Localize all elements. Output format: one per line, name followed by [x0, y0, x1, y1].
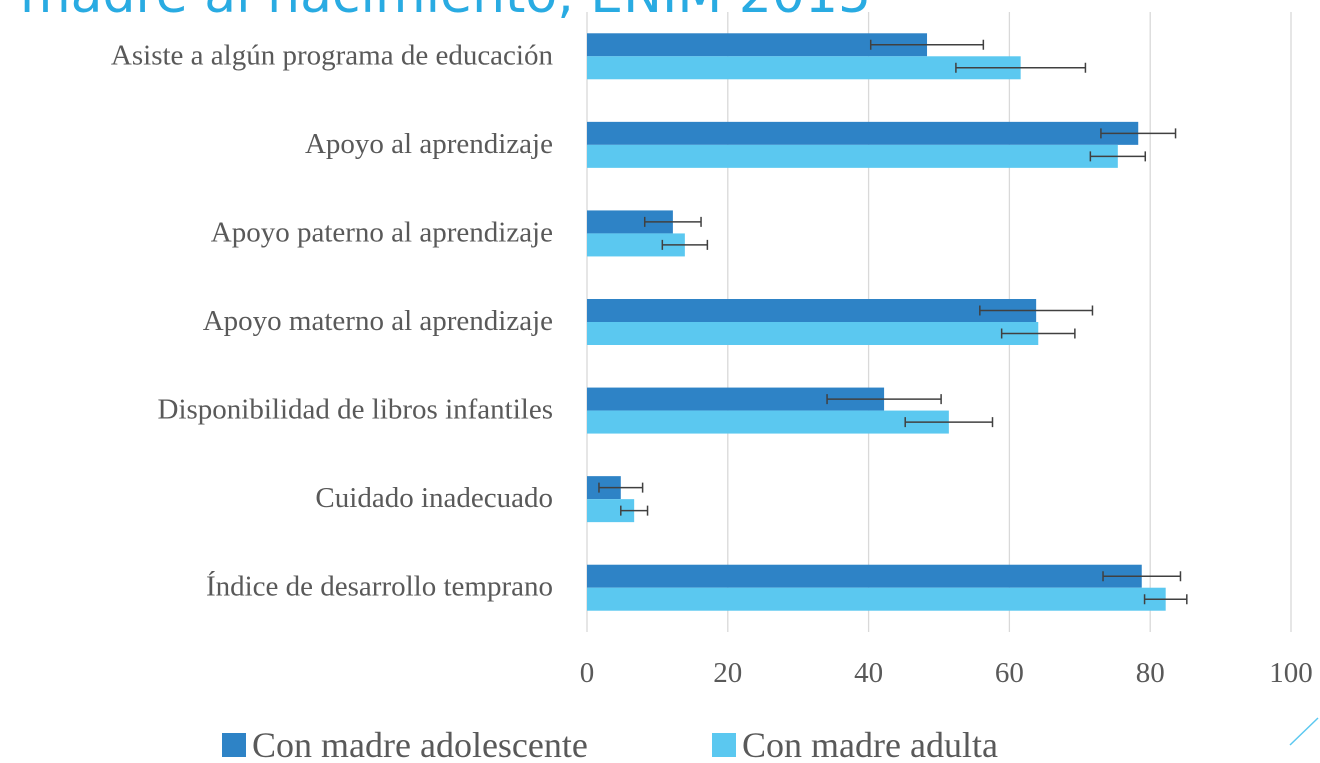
error-bar: [955, 62, 1087, 73]
bar: [587, 587, 1166, 611]
y-tick-label: Asiste a algún programa de educación: [111, 39, 554, 71]
x-tick-label: 40: [854, 657, 883, 689]
error-bar: [643, 216, 702, 227]
y-tick-label: Apoyo paterno al aprendizaje: [211, 216, 553, 248]
x-tick-label: 100: [1269, 657, 1313, 689]
legend-swatch: [712, 733, 736, 757]
legend-label: Con madre adolescente: [252, 725, 588, 763]
bar: [587, 144, 1118, 168]
error-bar: [1000, 328, 1076, 339]
error-bar: [620, 505, 649, 516]
error-bar: [1102, 571, 1182, 582]
bar: [587, 410, 949, 434]
error-bar: [869, 39, 985, 50]
bar: [587, 210, 673, 234]
y-tick-label: Cuidado inadecuado: [315, 482, 553, 514]
error-bar: [979, 305, 1094, 316]
x-tick-label: 80: [1136, 657, 1165, 689]
error-bar: [1089, 151, 1147, 162]
bar: [587, 387, 885, 411]
y-tick-label: Índice de desarrollo temprano: [206, 570, 553, 603]
bar: [587, 121, 1139, 145]
bar: [587, 233, 685, 257]
y-tick-label: Disponibilidad de libros infantiles: [158, 394, 553, 426]
bar: [587, 499, 635, 523]
y-tick-label: Apoyo materno al aprendizaje: [203, 305, 553, 337]
legend-label: Con madre adulta: [742, 725, 998, 763]
x-tick-label: 0: [580, 657, 595, 689]
y-tick-label: Apoyo al aprendizaje: [305, 128, 553, 160]
chart-title: madre al nacimiento, ENIM 2015: [20, 0, 871, 25]
error-bar: [661, 239, 709, 250]
error-bar: [598, 482, 644, 493]
bar: [587, 56, 1021, 80]
bar: [587, 33, 928, 57]
x-tick-label: 60: [995, 657, 1024, 689]
bar: [587, 299, 1037, 322]
bar: [587, 322, 1039, 345]
error-bar: [1143, 594, 1188, 605]
error-bar: [904, 417, 994, 428]
decoration: [1289, 717, 1319, 746]
error-bar: [826, 394, 942, 405]
legend-swatch: [222, 733, 246, 757]
x-tick-label: 20: [713, 657, 742, 689]
error-bar: [1100, 128, 1177, 139]
bar: [587, 564, 1142, 588]
